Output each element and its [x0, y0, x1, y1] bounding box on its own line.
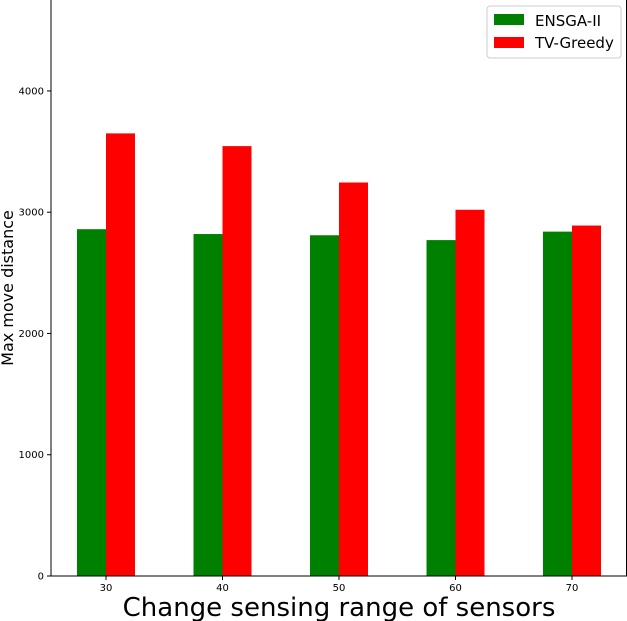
x-axis-label: Change sensing range of sensors — [123, 593, 556, 621]
bar-tvgreedy-40 — [222, 146, 252, 576]
x-tick-label: 60 — [449, 583, 462, 594]
x-tick-label: 50 — [333, 583, 346, 594]
y-tick-label: 3000 — [19, 208, 44, 219]
legend-swatch-tvgreedy — [494, 37, 524, 48]
y-tick-label: 4000 — [19, 86, 44, 97]
legend-label-ensga: ENSGA-II — [535, 12, 601, 30]
x-tick-label: 70 — [566, 583, 579, 594]
bar-tvgreedy-30 — [106, 133, 135, 577]
y-axis-label: Max move distance — [0, 210, 17, 366]
x-ticks-group: 30 40 50 60 70 — [100, 576, 579, 594]
legend-label-tvgreedy: TV-Greedy — [534, 34, 614, 52]
legend-swatch-ensga — [494, 14, 524, 25]
bars-group — [77, 133, 601, 577]
bar-ensga-30 — [77, 229, 106, 576]
bar-tvgreedy-70 — [572, 225, 601, 576]
x-tick-label: 40 — [216, 583, 229, 594]
y-tick-label: 1000 — [19, 450, 44, 461]
y-ticks-group: 0 1000 2000 3000 4000 — [19, 86, 51, 583]
bar-ensga-70 — [543, 231, 572, 577]
bar-ensga-40 — [193, 234, 223, 576]
bar-tvgreedy-60 — [455, 209, 485, 576]
bar-ensga-60 — [426, 240, 456, 576]
x-tick-label: 30 — [100, 583, 113, 594]
y-tick-label: 0 — [38, 572, 44, 583]
bar-ensga-50 — [310, 235, 339, 576]
legend: ENSGA-II TV-Greedy — [486, 5, 622, 59]
bar-tvgreedy-50 — [339, 182, 368, 577]
y-tick-label: 2000 — [19, 329, 44, 340]
